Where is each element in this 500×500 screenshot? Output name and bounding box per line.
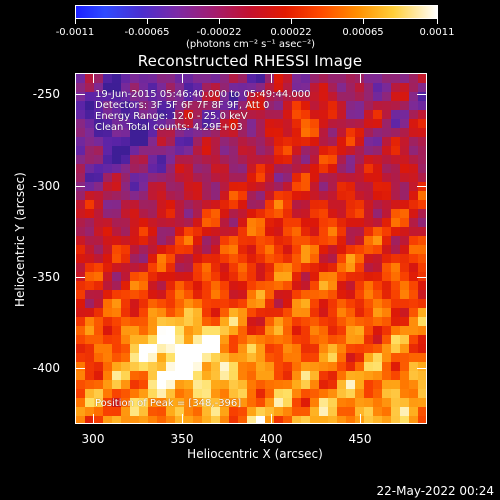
- annotation-time-range: 19-Jun-2015 05:46:40.000 to 05:49:44.000: [95, 89, 311, 100]
- y-tick-label: -400: [32, 361, 60, 375]
- colorbar-tick-label: 0.00022: [270, 27, 312, 38]
- annotation-peak-position: Position of Peak = [348,-396]: [95, 398, 242, 409]
- y-tick-right: [417, 368, 427, 369]
- x-tick-top: [360, 73, 361, 83]
- y-tick: [75, 94, 85, 95]
- x-tick-label: 300: [81, 432, 105, 446]
- y-tick: [75, 277, 85, 278]
- colorbar-tick-label: 0.00065: [342, 27, 384, 38]
- colorbar-units-label: (photons cm⁻² s⁻¹ asec⁻²): [186, 39, 316, 50]
- x-tick: [360, 414, 361, 424]
- colorbar-tick-label: 0.0011: [419, 27, 455, 38]
- x-tick-top: [93, 73, 94, 83]
- x-axis-label: Heliocentric X (arcsec): [187, 447, 323, 461]
- image-title: Reconstructed RHESSI Image: [137, 52, 363, 70]
- y-tick-label: -350: [32, 270, 60, 284]
- x-tick: [182, 414, 183, 424]
- x-tick-label: 400: [259, 432, 283, 446]
- y-tick: [75, 186, 85, 187]
- colorbar-tick: [437, 19, 438, 24]
- colorbar-tick: [291, 19, 292, 24]
- y-tick-right: [417, 94, 427, 95]
- colorbar-tick-label: -0.00065: [124, 27, 170, 38]
- x-tick-top: [182, 73, 183, 83]
- colorbar-tick: [219, 19, 220, 24]
- y-axis-label: Heliocentric Y (arcsec): [13, 172, 27, 307]
- x-tick-label: 350: [170, 432, 194, 446]
- colorbar-tick: [147, 19, 148, 24]
- y-tick-label: -250: [32, 87, 60, 101]
- x-tick: [271, 414, 272, 424]
- colorbar-tick: [363, 19, 364, 24]
- footer-timestamp: 22-May-2022 00:24: [376, 484, 494, 498]
- rhessi-image-plot: 19-Jun-2015 05:46:40.000 to 05:49:44.000…: [75, 73, 427, 424]
- annotation-detectors: Detectors: 3F 5F 6F 7F 8F 9F, Att 0: [95, 100, 270, 111]
- colorbar-tick-label: -0.00022: [196, 27, 242, 38]
- y-tick: [75, 368, 85, 369]
- x-tick-label: 450: [348, 432, 372, 446]
- annotation-clean-counts: Clean Total counts: 4.29E+03: [95, 122, 243, 133]
- y-tick-right: [417, 186, 427, 187]
- annotation-energy-range: Energy Range: 12.0 - 25.0 keV: [95, 111, 248, 122]
- x-tick: [93, 414, 94, 424]
- colorbar: [75, 5, 438, 19]
- colorbar-tick: [75, 19, 76, 24]
- y-tick-label: -300: [32, 179, 60, 193]
- heatmap-image: [76, 74, 426, 423]
- y-tick-right: [417, 277, 427, 278]
- x-tick-top: [271, 73, 272, 83]
- colorbar-tick-label: -0.0011: [55, 27, 95, 38]
